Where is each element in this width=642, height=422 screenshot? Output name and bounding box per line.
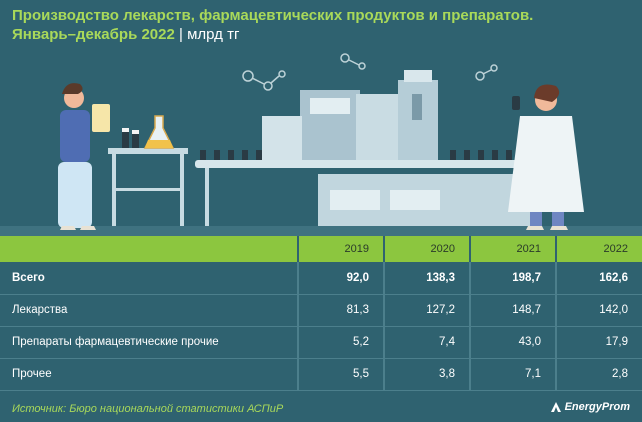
floor [0,226,642,238]
table-row: Лекарства 81,3 127,2 148,7 142,0 [0,294,642,327]
table-header-row: 2019 2020 2021 2022 [0,236,642,262]
table-row: Всего 92,0 138,3 198,7 162,6 [0,262,642,295]
cell-value: 138,3 [383,262,470,295]
bottles [122,128,139,148]
footer: Источник: Бюро национальной статистики А… [0,400,642,422]
title-block: Производство лекарств, фармацевтических … [12,6,632,45]
row-label: Всего [0,262,298,295]
cell-value: 43,0 [469,326,556,359]
row-label: Лекарства [0,294,298,327]
scientist-right [508,84,584,230]
column-header: 2020 [383,236,470,262]
row-label: Препараты фармацевтические прочие [0,326,298,359]
unit-label: млрд тг [187,26,240,43]
row-label: Прочее [0,358,298,391]
page-title: Производство лекарств, фармацевтических … [12,7,534,24]
scientist-left [58,83,110,230]
cell-value: 7,4 [383,326,470,359]
cell-value: 148,7 [469,294,556,327]
column-header: 2022 [555,236,642,262]
subtitle-line: Январь–декабрь 2022 | млрд тг [12,25,632,45]
cell-value: 142,0 [555,294,642,327]
header-label-cell [0,236,298,262]
molecule-icon [242,70,286,91]
source-note: Источник: Бюро национальной статистики А… [12,403,284,415]
cell-value: 2,8 [555,358,642,391]
column-header: 2019 [297,236,384,262]
column-header: 2021 [469,236,556,262]
cell-value: 17,9 [555,326,642,359]
table-row: Прочее 5,5 3,8 7,1 2,8 [0,358,642,391]
cell-value: 198,7 [469,262,556,295]
brand-logo: EnergyProm [550,401,630,413]
brand-name: EnergyProm [564,401,630,413]
data-table: 2019 2020 2021 2022 Всего 92,0 138,3 198… [0,236,642,391]
cell-value: 162,6 [555,262,642,295]
cell-value: 7,1 [469,358,556,391]
cell-value: 5,5 [297,358,384,391]
cell-value: 81,3 [297,294,384,327]
cell-value: 92,0 [297,262,384,295]
production-machine [262,70,538,226]
cell-value: 127,2 [383,294,470,327]
brand-mark-icon [550,402,561,412]
molecule-icon [340,53,366,70]
cell-value: 5,2 [297,326,384,359]
lab-table [108,148,188,226]
molecule-icon [475,64,498,81]
subtitle: Январь–декабрь 2022 [12,26,175,43]
table-row: Препараты фармацевтические прочие 5,2 7,… [0,326,642,359]
pharma-factory-illustration [0,53,642,238]
data-table-wrap: 2019 2020 2021 2022 Всего 92,0 138,3 198… [0,236,642,391]
cell-value: 3,8 [383,358,470,391]
unit-separator: | [179,26,188,43]
flask-icon [143,115,175,149]
